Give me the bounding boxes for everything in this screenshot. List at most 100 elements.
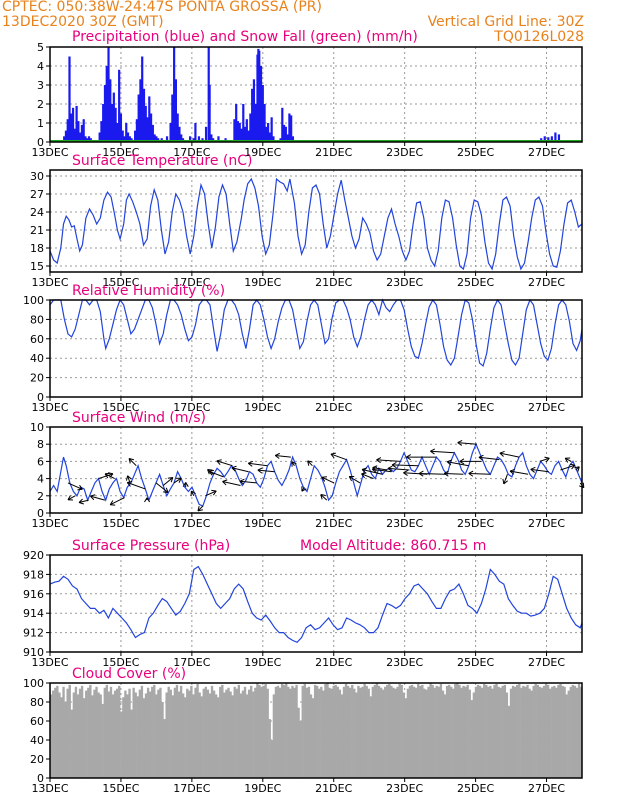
wind-vector <box>173 477 182 484</box>
cloud-bar <box>313 684 317 778</box>
x-tick-label: 15DEC <box>102 401 139 414</box>
y-tick-label: 60 <box>30 715 44 728</box>
cloud-bar <box>239 693 243 778</box>
wind-vector <box>307 460 313 467</box>
cloud-bar <box>344 683 348 778</box>
pressure-title: Surface Pressure (hPa) <box>72 538 230 554</box>
precip-bar <box>180 134 183 142</box>
cloud-bar <box>270 740 273 778</box>
cloud-bar <box>522 685 525 778</box>
wind-arrowhead <box>239 478 245 485</box>
y-tick-label: 912 <box>23 627 44 640</box>
precip-bar <box>112 92 115 142</box>
cloud-bar <box>198 692 201 778</box>
precip-bar <box>282 124 286 142</box>
precip-bar <box>236 121 240 142</box>
wind-vector <box>109 497 125 506</box>
cloud-bar <box>208 693 212 778</box>
wind-vector <box>127 482 146 490</box>
y-tick-label: 10 <box>30 421 44 434</box>
cloud-title: Cloud Cover (%) <box>72 666 186 682</box>
cloud-bar <box>340 694 344 778</box>
cloud-bar <box>130 709 133 778</box>
y-tick-label: 6 <box>37 455 44 468</box>
cloud-bar <box>357 685 360 778</box>
cloud-bar <box>316 685 319 778</box>
wind-vector <box>376 459 401 462</box>
x-tick-label: 27DEC <box>528 656 565 669</box>
cloud-bar <box>330 688 333 778</box>
cloud-bar <box>190 685 193 778</box>
cloud-bar <box>326 683 329 778</box>
cloud-bar <box>157 689 160 778</box>
x-tick-label: 23DEC <box>386 782 423 795</box>
wind-arrowhead <box>502 478 509 485</box>
cloud-bar <box>338 689 342 778</box>
cloud-bar <box>89 684 92 778</box>
cloud-bar <box>536 684 539 778</box>
cloud-bar <box>445 685 449 778</box>
cloud-bar <box>419 685 422 778</box>
cloud-bar <box>542 685 546 778</box>
precip-bar <box>173 47 176 142</box>
cloud-bar <box>250 685 253 778</box>
cloud-bar <box>142 698 146 778</box>
wind-arrowhead <box>509 468 515 475</box>
precipitation-title: Precipitation (blue) and Snow Fall (gree… <box>72 29 418 45</box>
wind-vector <box>387 467 410 471</box>
wind-arrowhead <box>291 461 297 467</box>
cloud-bar <box>146 687 150 778</box>
wind-vector <box>392 464 419 467</box>
precip-bar <box>247 130 250 142</box>
plot-frame <box>49 554 583 653</box>
cloud-bar <box>93 689 96 778</box>
precip-bar <box>135 119 138 142</box>
cloud-bar <box>278 687 282 778</box>
x-tick-label: 27DEC <box>528 517 565 530</box>
cloud-bar <box>188 690 191 778</box>
cloud-bar <box>493 684 496 778</box>
wind-arrowhead <box>128 458 135 464</box>
cloud-bar <box>373 684 377 778</box>
precip-bar <box>68 56 71 142</box>
cloud-bar <box>175 684 179 778</box>
x-tick-label: 17DEC <box>173 401 210 414</box>
wind-vector <box>275 455 291 458</box>
cloud-bar <box>472 692 476 778</box>
x-tick-label: 21DEC <box>315 782 352 795</box>
cloud-bar <box>524 686 527 778</box>
precip-bar <box>169 123 172 142</box>
y-tick-label: 1 <box>37 117 44 130</box>
cloud-bar <box>97 692 100 778</box>
cloud-bar <box>85 690 88 778</box>
wind-arrowhead <box>499 450 505 457</box>
wind-arrowhead <box>478 454 484 461</box>
cloud-bar <box>384 686 387 778</box>
cloud-bar <box>66 688 69 778</box>
cloud-bar <box>394 688 397 778</box>
cloud-bar <box>571 684 575 778</box>
precip-bar <box>144 105 147 142</box>
wind-arrowhead <box>468 470 474 477</box>
wind-vector <box>98 473 114 480</box>
cloud-bar <box>192 694 195 778</box>
cloud-bar <box>303 683 306 778</box>
cloud-bar <box>392 687 395 778</box>
precip-bar <box>268 132 271 142</box>
cloud-bar <box>120 711 123 778</box>
cloud-bar <box>173 687 177 778</box>
wind-vector <box>104 473 115 480</box>
cloud-bar <box>452 688 455 778</box>
cloud-bar <box>200 696 203 778</box>
x-tick-label: 13DEC <box>31 146 68 159</box>
y-tick-label: 914 <box>23 607 44 620</box>
cloud-bar <box>245 694 249 778</box>
precip-bar <box>123 136 126 142</box>
cloud-bar <box>474 686 478 778</box>
x-tick-label: 23DEC <box>386 276 423 289</box>
cloud-bar <box>377 685 381 778</box>
cloud-bar <box>138 689 142 778</box>
precip-bar <box>217 136 220 142</box>
cloud-bar <box>567 690 570 778</box>
cloud-bar <box>577 683 581 778</box>
